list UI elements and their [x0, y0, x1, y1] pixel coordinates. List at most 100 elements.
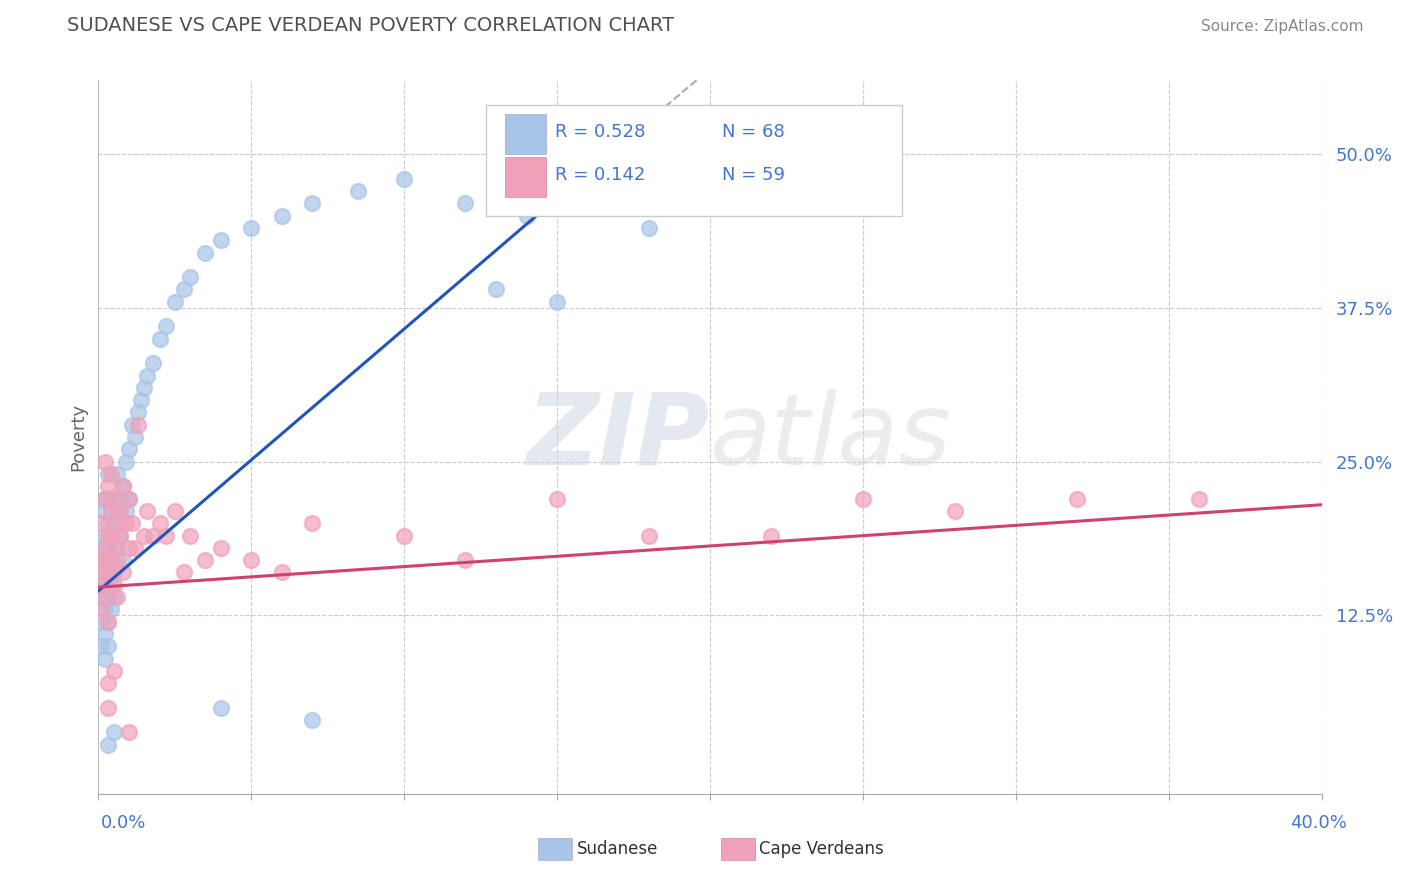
Point: [100, 504, 122, 518]
Point: [103, 578, 125, 592]
Point: [173, 566, 195, 580]
Text: 40.0%: 40.0%: [1291, 814, 1347, 831]
Point: [90, 590, 112, 604]
Point: [103, 566, 125, 580]
Point: [1188, 491, 1211, 506]
Point: [97, 700, 120, 714]
Point: [173, 282, 195, 296]
Point: [127, 417, 149, 432]
Point: [100, 566, 122, 580]
Point: [142, 528, 165, 542]
Point: [301, 516, 323, 531]
FancyBboxPatch shape: [505, 114, 546, 153]
Point: [93, 590, 115, 604]
Point: [240, 553, 263, 567]
Point: [194, 245, 217, 260]
Point: [759, 528, 782, 542]
Point: [97, 516, 120, 531]
Point: [136, 368, 159, 383]
Point: [179, 528, 201, 542]
Point: [301, 196, 323, 211]
Point: [111, 553, 134, 567]
Point: [454, 553, 477, 567]
Point: [103, 516, 125, 531]
Point: [97, 615, 120, 629]
Point: [93, 627, 115, 641]
Point: [270, 566, 292, 580]
Text: N = 68: N = 68: [723, 123, 785, 141]
Point: [100, 528, 122, 542]
Point: [108, 491, 131, 506]
Point: [93, 553, 115, 567]
Point: [852, 491, 875, 506]
Point: [943, 504, 966, 518]
Point: [149, 516, 172, 531]
Point: [100, 491, 122, 506]
Point: [93, 566, 115, 580]
Point: [105, 590, 128, 604]
Point: [1066, 491, 1088, 506]
Point: [209, 233, 232, 247]
Point: [111, 566, 134, 580]
Point: [97, 676, 120, 690]
Point: [637, 221, 661, 235]
Text: 0.0%: 0.0%: [101, 814, 146, 831]
Point: [209, 700, 232, 714]
Point: [103, 491, 125, 506]
Point: [111, 479, 134, 493]
Text: N = 59: N = 59: [723, 166, 786, 184]
Point: [93, 578, 115, 592]
Point: [90, 578, 112, 592]
FancyBboxPatch shape: [505, 157, 546, 196]
Point: [124, 430, 146, 444]
Point: [155, 528, 177, 542]
Point: [93, 541, 115, 555]
Point: [118, 541, 141, 555]
Point: [90, 639, 112, 653]
Point: [163, 504, 186, 518]
Y-axis label: Poverty: Poverty: [69, 403, 87, 471]
Point: [90, 615, 112, 629]
Point: [100, 602, 122, 616]
Point: [93, 491, 115, 506]
Point: [93, 602, 115, 616]
Point: [115, 455, 138, 469]
Point: [105, 553, 128, 567]
Point: [142, 356, 165, 370]
Point: [97, 541, 120, 555]
Point: [97, 553, 120, 567]
Point: [127, 405, 149, 419]
Text: R = 0.528: R = 0.528: [555, 123, 645, 141]
Point: [118, 442, 141, 457]
Point: [105, 541, 128, 555]
Point: [93, 491, 115, 506]
Point: [240, 221, 263, 235]
Point: [121, 417, 143, 432]
Point: [90, 516, 112, 531]
Point: [100, 553, 122, 567]
FancyBboxPatch shape: [486, 105, 903, 216]
Point: [163, 294, 186, 309]
Point: [90, 541, 112, 555]
Point: [392, 528, 416, 542]
Point: [111, 479, 134, 493]
Text: ZIP: ZIP: [527, 389, 710, 485]
Point: [124, 541, 146, 555]
Point: [97, 566, 120, 580]
Point: [134, 381, 156, 395]
Point: [516, 209, 538, 223]
Point: [194, 553, 217, 567]
Text: Cape Verdeans: Cape Verdeans: [759, 840, 884, 858]
Point: [108, 528, 131, 542]
Point: [115, 516, 138, 531]
Point: [454, 196, 477, 211]
Point: [93, 455, 115, 469]
Text: SUDANESE VS CAPE VERDEAN POVERTY CORRELATION CHART: SUDANESE VS CAPE VERDEAN POVERTY CORRELA…: [67, 16, 675, 35]
Point: [209, 541, 232, 555]
Text: atlas: atlas: [710, 389, 952, 485]
Point: [103, 664, 125, 678]
Point: [108, 504, 131, 518]
Point: [129, 393, 152, 408]
Point: [179, 270, 201, 285]
Point: [118, 725, 141, 739]
